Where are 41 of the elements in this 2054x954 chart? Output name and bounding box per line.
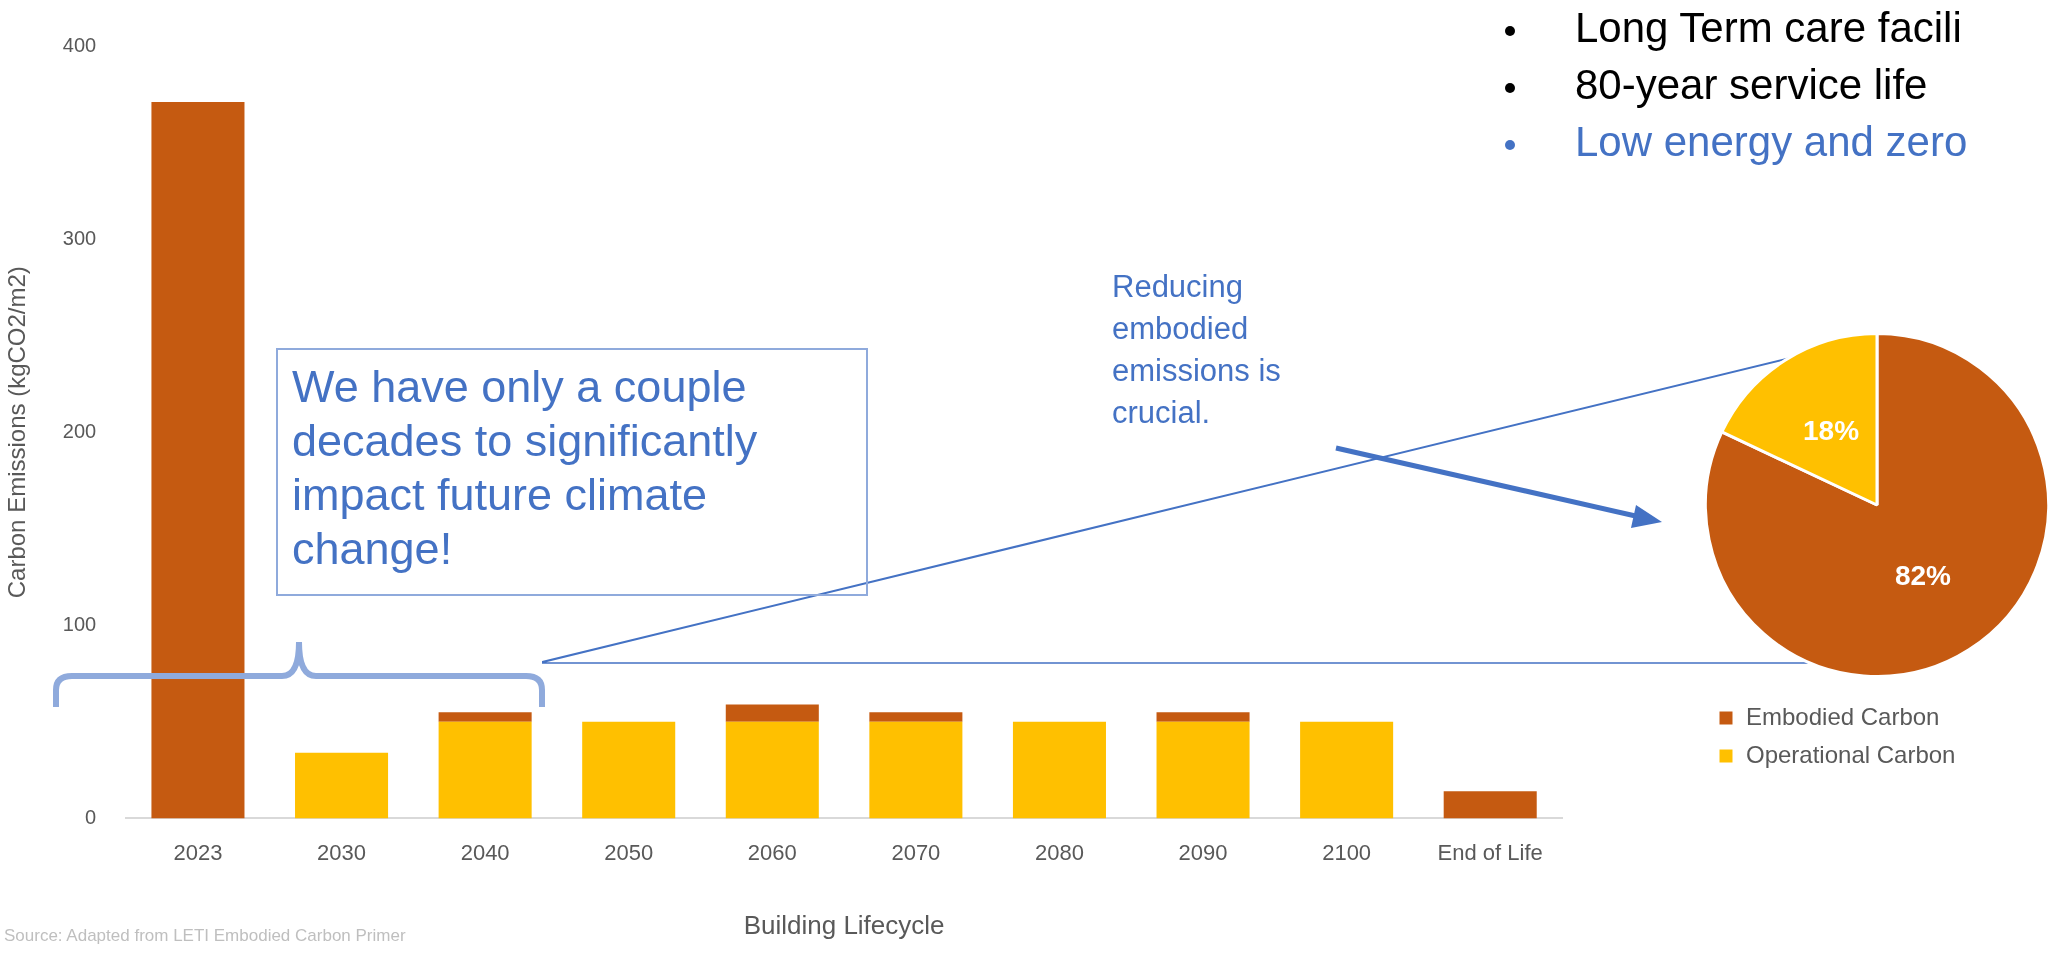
bar — [438, 721, 532, 819]
x-tick-label: 2023 — [173, 839, 223, 865]
bar — [1012, 721, 1106, 819]
annotation: Reducing embodied emissions is crucial. — [1112, 268, 1282, 432]
y-tick-label: 300 — [62, 226, 97, 249]
text: 80-year service life — [1575, 61, 1928, 108]
bar — [725, 721, 819, 819]
x-tick-label: 2030 — [317, 839, 367, 865]
text: Long Term care facili — [1575, 4, 1962, 51]
bar — [725, 704, 819, 722]
x-tick-label: 2080 — [1034, 839, 1084, 865]
y-tick-label: 0 — [85, 805, 97, 828]
bar — [1156, 712, 1250, 722]
bar — [295, 752, 389, 819]
x-tick-label: 2100 — [1322, 839, 1372, 865]
bar — [582, 721, 676, 819]
legend-label: Embodied Carbon — [1746, 702, 1940, 730]
annotation: We have only a couple decades to significantly impact future climate change! — [276, 348, 868, 596]
data-label: 18% — [1803, 415, 1860, 447]
bar — [1300, 721, 1394, 819]
text: Low energy and zero — [1575, 118, 1968, 165]
data-label: 82% — [1894, 560, 1952, 592]
bar — [869, 712, 963, 722]
x-tick-label: End of Life — [1437, 839, 1543, 865]
bar — [438, 712, 532, 722]
y-tick-label: 100 — [62, 612, 97, 635]
y-tick-label: 200 — [62, 419, 97, 442]
x-tick-label: 2070 — [891, 839, 941, 865]
x-tick-label: 2040 — [460, 839, 510, 865]
x-axis-title: Building Lifecycle — [743, 909, 945, 940]
bar — [1156, 721, 1250, 819]
bar — [151, 102, 245, 819]
x-tick-label: 2090 — [1178, 839, 1228, 865]
x-tick-label: 2050 — [604, 839, 654, 865]
bar — [869, 721, 963, 819]
x-tick-label: 2060 — [747, 839, 797, 865]
y-tick-label: 400 — [62, 33, 97, 56]
legend-label: Operational Carbon — [1746, 740, 1956, 768]
y-axis-title: Carbon Emissions (kgCO2/m2) — [3, 266, 31, 599]
bar — [1443, 791, 1537, 819]
source-note: Source: Adapted from LETI Embodied Carbon Primer — [4, 926, 406, 946]
